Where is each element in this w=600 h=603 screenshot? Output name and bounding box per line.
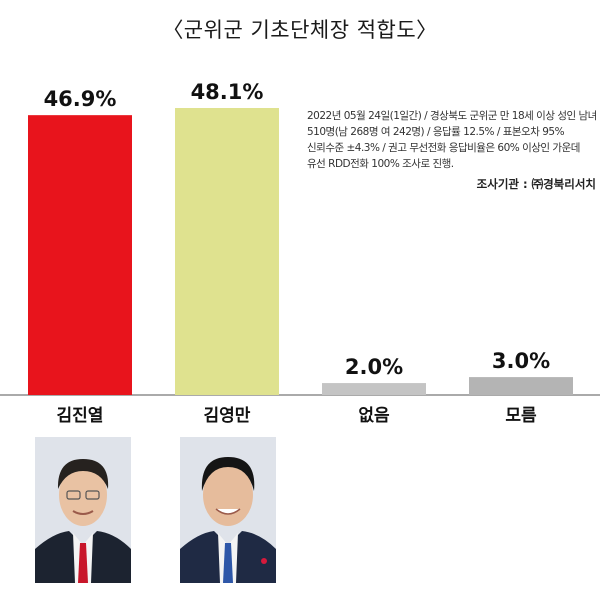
category-label-2: 김영만	[204, 406, 251, 426]
bar-1	[28, 115, 132, 395]
value-label-3: 2.0%	[345, 355, 403, 379]
value-label-1: 46.9%	[44, 87, 117, 111]
category-label-3: 없음	[358, 406, 390, 426]
value-label-4: 3.0%	[492, 349, 550, 373]
candidate-photo-kim-young-man	[180, 437, 276, 583]
survey-source: 조사기관 : ㈜경북리서치	[476, 177, 596, 191]
category-label-1: 김진열	[57, 406, 104, 426]
value-label-2: 48.1%	[191, 80, 264, 104]
chart-title: 〈군위군 기초단체장 적합도〉	[162, 18, 438, 42]
survey-note: 2022년 05월 24일(1일간) / 경상북도 군위군 만 18세 이상 성…	[307, 110, 597, 170]
bar-chart: 46.9% 김진열 48.1% 김영만 2.0% 없음 3.0% 모름	[0, 80, 600, 426]
bar-2	[175, 108, 279, 395]
candidate-photo-kim-jin-yeol	[35, 437, 131, 583]
category-label-4: 모름	[505, 406, 537, 426]
bar-3	[322, 383, 426, 395]
bar-4	[469, 377, 573, 395]
